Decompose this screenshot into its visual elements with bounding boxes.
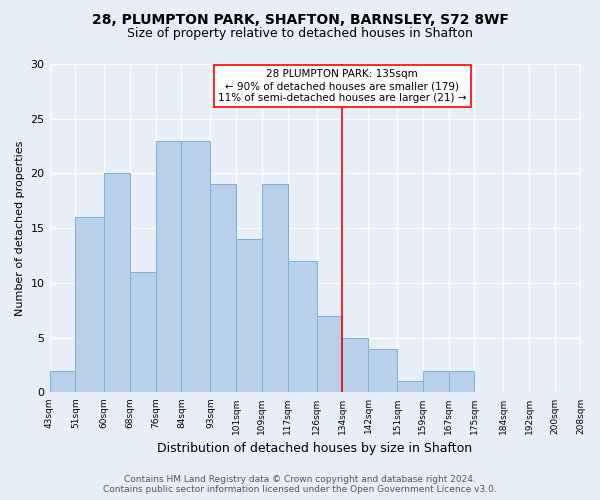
Bar [130, 272, 156, 392]
Y-axis label: Number of detached properties: Number of detached properties [15, 140, 25, 316]
Bar [211, 184, 236, 392]
Bar [287, 261, 317, 392]
Bar [317, 316, 343, 392]
Text: Contains HM Land Registry data © Crown copyright and database right 2024.
Contai: Contains HM Land Registry data © Crown c… [103, 474, 497, 494]
X-axis label: Distribution of detached houses by size in Shafton: Distribution of detached houses by size … [157, 442, 473, 455]
Bar [397, 382, 423, 392]
Bar [50, 370, 75, 392]
Text: Size of property relative to detached houses in Shafton: Size of property relative to detached ho… [127, 28, 473, 40]
Bar [181, 140, 211, 392]
Bar [75, 218, 104, 392]
Bar [104, 174, 130, 392]
Bar [449, 370, 475, 392]
Bar [262, 184, 287, 392]
Bar [423, 370, 449, 392]
Text: 28, PLUMPTON PARK, SHAFTON, BARNSLEY, S72 8WF: 28, PLUMPTON PARK, SHAFTON, BARNSLEY, S7… [92, 12, 508, 26]
Bar [236, 239, 262, 392]
Text: 28 PLUMPTON PARK: 135sqm
← 90% of detached houses are smaller (179)
11% of semi-: 28 PLUMPTON PARK: 135sqm ← 90% of detach… [218, 70, 467, 102]
Bar [343, 338, 368, 392]
Bar [156, 140, 181, 392]
Bar [368, 348, 397, 393]
